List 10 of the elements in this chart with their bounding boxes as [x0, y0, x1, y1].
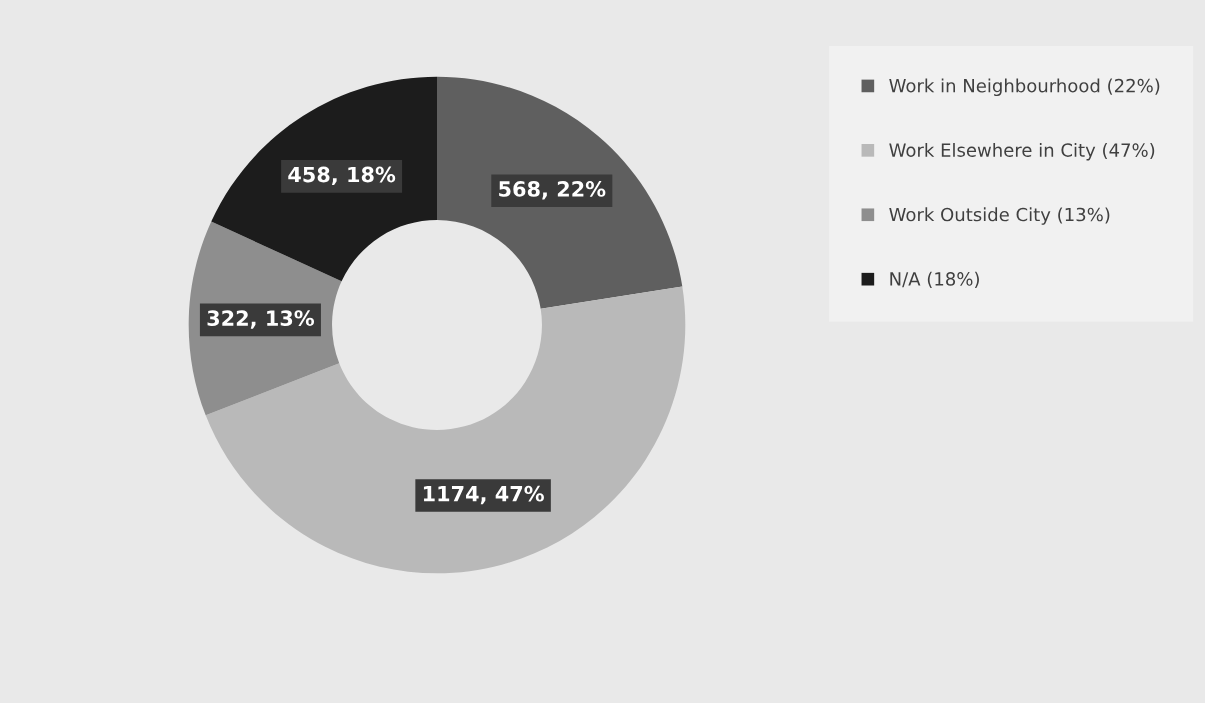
donut-slice [437, 76, 683, 309]
legend-label: N/A (18%) [890, 271, 979, 288]
legend-label: Work Outside City (13%) [889, 207, 1110, 225]
data-label: 568, 22% [499, 181, 606, 200]
data-label: 322, 13% [207, 310, 315, 329]
data-label: 458, 18% [288, 166, 396, 186]
data-label: 1174, 47% [423, 485, 544, 505]
donut-slice [205, 286, 686, 574]
legend-label: Work Elsewhere in City (47%) [889, 142, 1155, 161]
legend-label: Work in Neighbourhood (22%) [889, 78, 1160, 96]
